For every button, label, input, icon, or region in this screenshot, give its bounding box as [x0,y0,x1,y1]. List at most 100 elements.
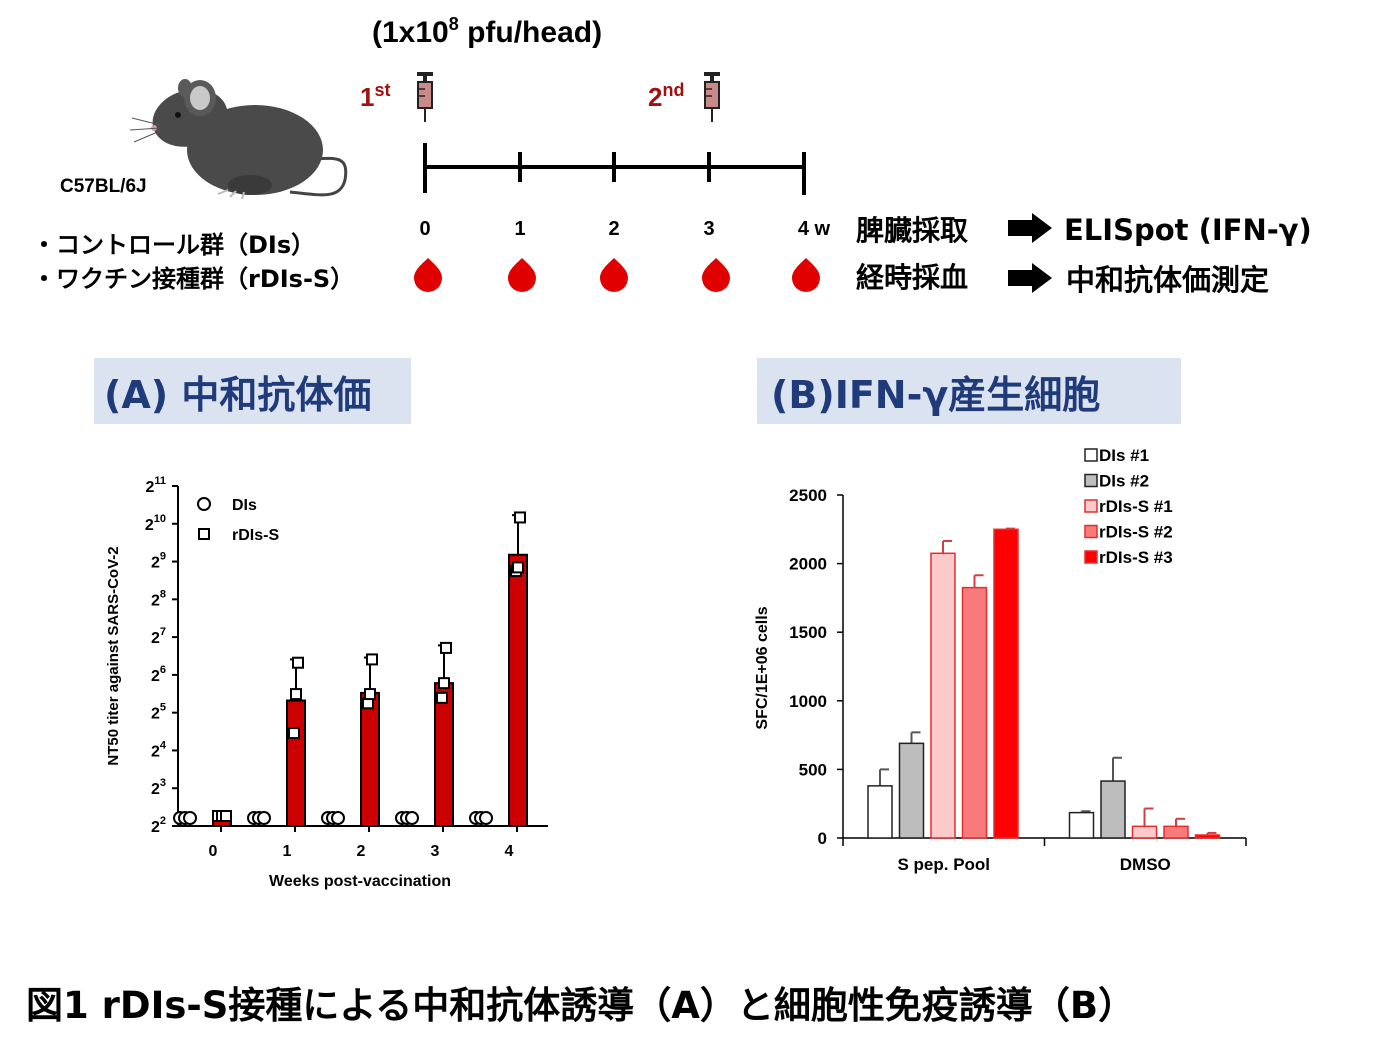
rdis-s-point [440,641,452,654]
rdis-s-point [364,688,376,701]
y-tick-label: 210 [145,513,166,534]
legend-label: rDIs-S #1 [1099,497,1173,516]
panel-b-title: (B)IFN-γ産生細胞 [757,358,1181,424]
y-tick-label: 23 [151,777,166,798]
y-tick-label: 27 [151,626,166,647]
panel-a-title: (A) 中和抗体価 [94,358,411,424]
x-tick-label: S pep. Pool [897,855,990,874]
legend-dis: DIs [232,497,257,514]
syringe-icon-first [417,72,433,122]
y-tick-label: 26 [151,664,166,685]
bar-rdis-s [434,682,454,827]
week-label: 3 [703,218,714,240]
blood-drop-icon [792,258,820,292]
bar [1068,811,1095,839]
y-tick-label: 0 [818,829,827,848]
bar-rdis-s [360,691,380,827]
week-label: 1 [514,218,525,240]
dis-point [257,811,271,825]
blood-drops [414,258,820,292]
week-labels: 0 1 2 3 4 w [419,218,830,240]
y-tick-label: 22 [151,815,166,836]
legend-swatch [1084,448,1098,462]
bar [1194,834,1221,839]
y-axis-label: SFC/1E+06 cells [754,606,771,729]
bar [930,552,956,839]
dis-point [183,811,197,825]
y-tick-label: 24 [151,739,167,760]
rdis-s-point [436,691,448,704]
step-blood: 経時採血 [856,261,968,294]
legend-circle-marker [197,497,211,511]
legend-swatch [1084,499,1098,513]
rdis-s-point [288,727,300,740]
first-dose-label: 1st [360,80,390,112]
rdis-s-point [512,561,524,574]
y-axis-label: NT50 titer against SARS-CoV-2 [105,546,122,765]
week-label: 4 w [798,218,831,240]
legend-swatch [1084,524,1098,539]
y-tick-label: 2000 [789,555,827,574]
y-tick-label: 500 [799,760,827,779]
mouse-icon [129,79,348,200]
legend-label: DIs #1 [1099,446,1149,465]
legend-swatch [1084,550,1098,564]
x-tick-label: 0 [209,843,218,860]
bar [961,586,988,839]
dose-label: (1x108 pfu/head) [372,14,602,49]
blood-drop-icon [702,258,730,292]
y-tick-label: 1000 [789,692,827,711]
strain-label: C57BL/6J [60,176,147,197]
y-tick-label: 1500 [789,623,827,642]
x-tick-label: 3 [431,843,440,860]
timeline [423,143,806,195]
syringe-icon-second [704,72,720,122]
chart-b-ifn-gamma: 0 500 1000 1500 2000 2500 S pep. Pool DMSO DIs #… [754,446,1247,874]
legend-swatch [1084,473,1098,488]
bar [1131,825,1158,839]
step-blood-result: 中和抗体価測定 [1066,263,1269,297]
bar [1163,825,1189,839]
legend-square-marker [198,528,210,540]
bar-rdis-s [508,553,528,827]
schedule-diagram: (1x108 pfu/head) C57BL/6J 1st 2nd [32,14,1312,297]
dis-point [331,811,345,825]
legend-label: rDIs-S #3 [1099,548,1173,567]
rdis-s-point [290,688,302,701]
y-tick-label: 211 [145,475,166,496]
rdis-s-point [438,677,450,690]
y-tick-label: 29 [151,551,166,572]
step-spleen-result: ELISpot (IFN-γ) [1064,213,1312,247]
rdis-s-point [514,511,526,524]
dis-point [479,811,493,825]
bar [898,742,925,839]
y-tick-label: 28 [151,588,166,609]
rdis-s-point [366,653,378,666]
group-vaccine: ・ワクチン接種群（rDIs-S） [32,265,354,293]
arrow-icon-2 [1008,263,1052,293]
legend-rdis-s: rDIs-S [232,527,279,544]
blood-drop-icon [414,258,442,292]
second-dose-label: 2nd [648,80,684,112]
bar [1100,780,1126,839]
group-control: ・コントロール群（DIs） [32,231,315,259]
bar [867,785,893,839]
x-tick-label: 1 [283,843,292,860]
x-tick-label: 4 [505,843,514,860]
arrow-icon-1 [1008,213,1052,243]
bar [993,528,1019,839]
rdis-s-point [220,810,232,822]
rdis-s-point [292,656,304,669]
blood-drop-icon [600,258,628,292]
step-spleen: 脾臓採取 [856,214,968,247]
figure-caption: 図1 rDIs-S接種による中和抗体誘導（A）と細胞性免疫誘導（B） [26,984,1136,1027]
week-label: 0 [419,218,430,240]
legend-label: rDIs-S #2 [1099,523,1173,542]
x-tick-label: DMSO [1120,855,1171,874]
x-tick-label: 2 [357,843,366,860]
blood-drop-icon [508,258,536,292]
y-tick-label: 25 [151,702,166,723]
x-axis-label: Weeks post-vaccination [269,873,451,890]
